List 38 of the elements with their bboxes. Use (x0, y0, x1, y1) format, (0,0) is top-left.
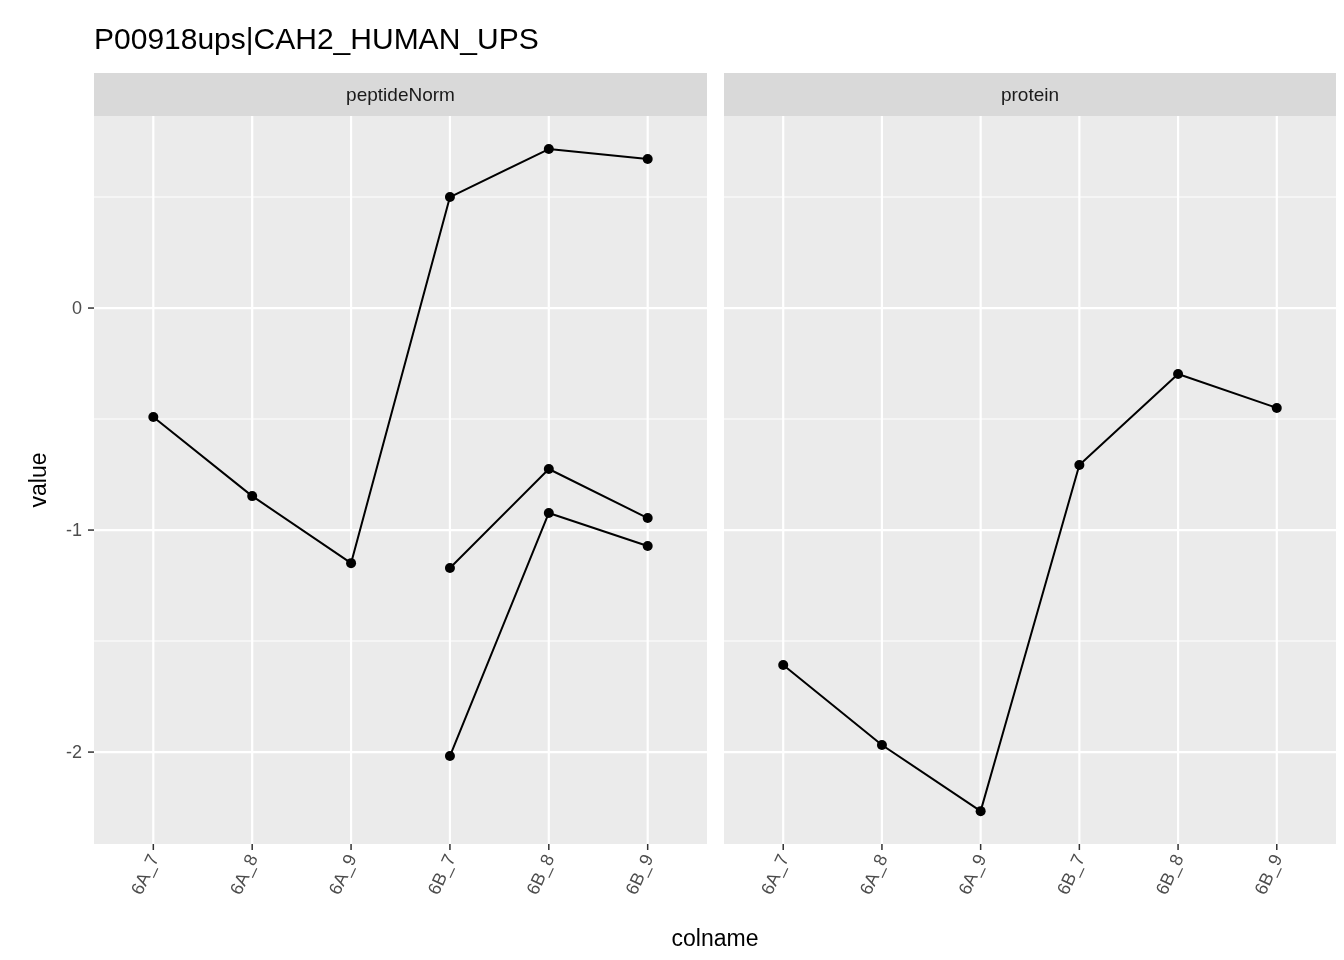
y-tick-label: 0 (71, 298, 82, 319)
point (346, 558, 357, 569)
point (148, 412, 159, 423)
x-tick-label: 6A_8 (855, 851, 893, 899)
point (975, 806, 986, 817)
chart-title: P00918ups|CAH2_HUMAN_UPS (94, 22, 539, 55)
x-tick-label: 6B_8 (1151, 851, 1189, 899)
x-tick-label: 6B_9 (621, 851, 659, 899)
point (444, 192, 455, 203)
x-tick-label: 6B_7 (423, 851, 461, 899)
point (642, 513, 653, 524)
x-tick-label: 6A_7 (127, 851, 164, 899)
point (444, 751, 455, 762)
y-tick-label: -1 (65, 520, 82, 541)
x-tick-label: 6A_8 (225, 851, 263, 899)
point (543, 144, 554, 155)
point (1173, 368, 1184, 379)
point (247, 491, 258, 502)
point (778, 660, 789, 671)
x-tick-label: 6A_7 (756, 851, 794, 899)
x-tick-label: 6B_9 (1250, 851, 1288, 899)
point (1271, 402, 1282, 413)
chart-subtitle: peptideNorm (346, 84, 455, 105)
point (543, 464, 554, 475)
x-tick-label: 6A_9 (324, 851, 362, 899)
point (876, 739, 887, 750)
x-tick-label: 6B_8 (522, 851, 560, 899)
chart-subtitle: protein (1000, 84, 1060, 105)
point (642, 541, 653, 552)
x-axis-title: colname (671, 925, 759, 951)
point (444, 563, 455, 574)
point (543, 507, 554, 518)
point (1074, 460, 1085, 471)
y-axis-title: value (25, 452, 51, 508)
x-tick-label: 6B_7 (1053, 851, 1090, 899)
x-tick-label: 6A_9 (954, 851, 992, 899)
point (642, 154, 653, 165)
y-tick-label: -2 (65, 742, 82, 763)
